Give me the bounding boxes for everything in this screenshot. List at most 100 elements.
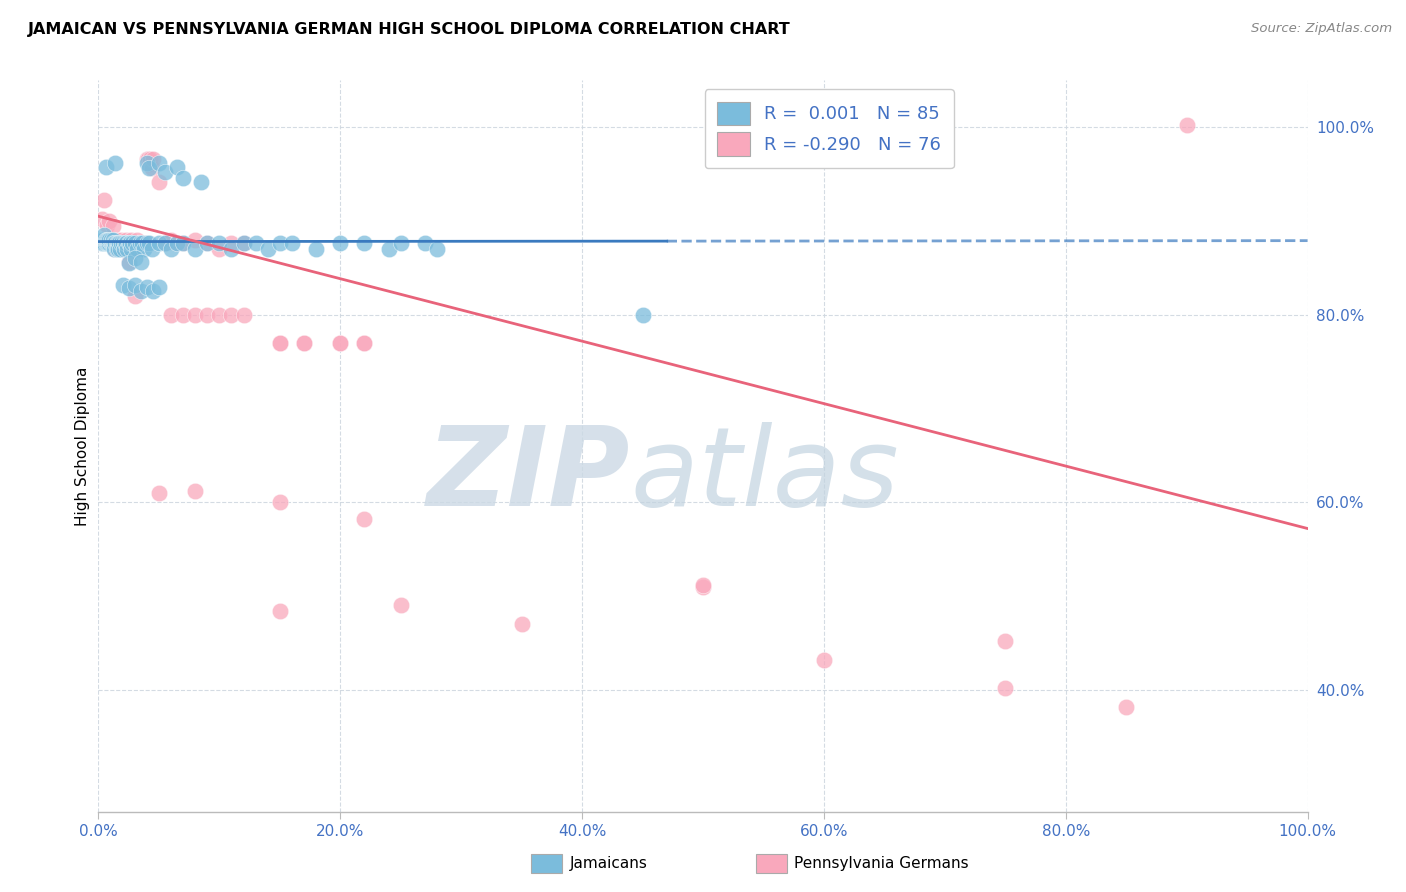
Point xyxy=(117,236,139,251)
Legend: R =  0.001   N = 85, R = -0.290   N = 76: R = 0.001 N = 85, R = -0.290 N = 76 xyxy=(704,89,953,169)
Point xyxy=(121,236,143,251)
Point xyxy=(115,236,138,251)
Point xyxy=(135,152,157,166)
Point xyxy=(121,236,143,251)
Point xyxy=(127,233,149,247)
Point xyxy=(510,617,533,632)
Point xyxy=(172,308,194,322)
Text: atlas: atlas xyxy=(630,422,898,529)
Point xyxy=(118,255,141,269)
Point xyxy=(108,236,131,251)
Point xyxy=(269,495,291,509)
Point xyxy=(389,236,412,251)
Point xyxy=(105,233,128,247)
Point xyxy=(118,242,141,256)
Point xyxy=(353,512,375,526)
Point xyxy=(135,236,157,251)
Point xyxy=(221,242,243,256)
Point xyxy=(172,236,194,251)
Point xyxy=(232,236,254,251)
Point xyxy=(221,308,243,322)
Point xyxy=(184,233,207,247)
Point xyxy=(118,256,141,270)
Point xyxy=(994,681,1017,695)
Point xyxy=(208,242,231,256)
Point xyxy=(101,236,124,251)
Point xyxy=(153,236,176,251)
Point xyxy=(104,242,127,256)
Point xyxy=(1175,118,1198,132)
Point xyxy=(118,281,141,295)
Point xyxy=(153,165,176,179)
Point xyxy=(426,242,449,256)
Point xyxy=(184,483,207,498)
Point xyxy=(184,242,207,256)
Point xyxy=(118,236,141,251)
Point xyxy=(103,242,125,256)
Point xyxy=(101,219,124,233)
Point xyxy=(134,242,156,256)
Point xyxy=(232,236,254,251)
Point xyxy=(104,156,127,170)
Point xyxy=(128,236,150,251)
Point xyxy=(93,227,115,242)
Point xyxy=(166,160,188,174)
Point xyxy=(93,194,115,208)
Point xyxy=(148,236,170,251)
Point xyxy=(631,308,654,322)
Point xyxy=(269,335,291,350)
Point xyxy=(98,233,121,247)
Point xyxy=(120,233,142,247)
Point xyxy=(413,236,436,251)
Point xyxy=(256,242,278,256)
Point xyxy=(353,236,375,251)
Point xyxy=(112,242,135,256)
Point xyxy=(96,233,118,247)
Text: Pennsylvania Germans: Pennsylvania Germans xyxy=(794,856,969,871)
Point xyxy=(190,175,212,189)
Point xyxy=(124,252,146,266)
Point xyxy=(96,236,118,251)
Point xyxy=(103,236,125,251)
Point xyxy=(269,604,291,618)
Point xyxy=(114,236,136,251)
Point xyxy=(139,152,162,166)
Point xyxy=(292,335,315,350)
Point xyxy=(160,308,183,322)
Point xyxy=(111,236,134,251)
Point xyxy=(118,236,141,251)
Point xyxy=(98,236,121,251)
Point xyxy=(110,236,132,251)
Point xyxy=(107,242,129,256)
Point xyxy=(153,236,176,251)
Point xyxy=(96,218,118,232)
Point xyxy=(136,152,159,166)
Point xyxy=(160,233,183,247)
Point xyxy=(94,233,117,247)
Point xyxy=(353,335,375,350)
Point xyxy=(134,236,156,251)
Text: ZIP: ZIP xyxy=(427,422,630,529)
Point xyxy=(100,236,122,251)
Point xyxy=(389,599,412,613)
Point xyxy=(124,277,146,292)
Point xyxy=(100,236,122,251)
Point xyxy=(172,170,194,185)
Point xyxy=(281,236,304,251)
Point xyxy=(101,233,124,247)
Point xyxy=(1115,699,1137,714)
Point xyxy=(111,236,134,251)
Point xyxy=(94,236,117,251)
Point xyxy=(104,236,127,251)
Point xyxy=(208,236,231,251)
Point xyxy=(97,233,120,247)
Point xyxy=(166,236,188,251)
Point xyxy=(221,236,243,251)
Point xyxy=(127,242,149,256)
Point xyxy=(107,236,129,251)
Point xyxy=(994,634,1017,648)
Point xyxy=(124,289,146,303)
Point xyxy=(124,236,146,251)
Point xyxy=(148,486,170,500)
Point xyxy=(195,236,218,251)
